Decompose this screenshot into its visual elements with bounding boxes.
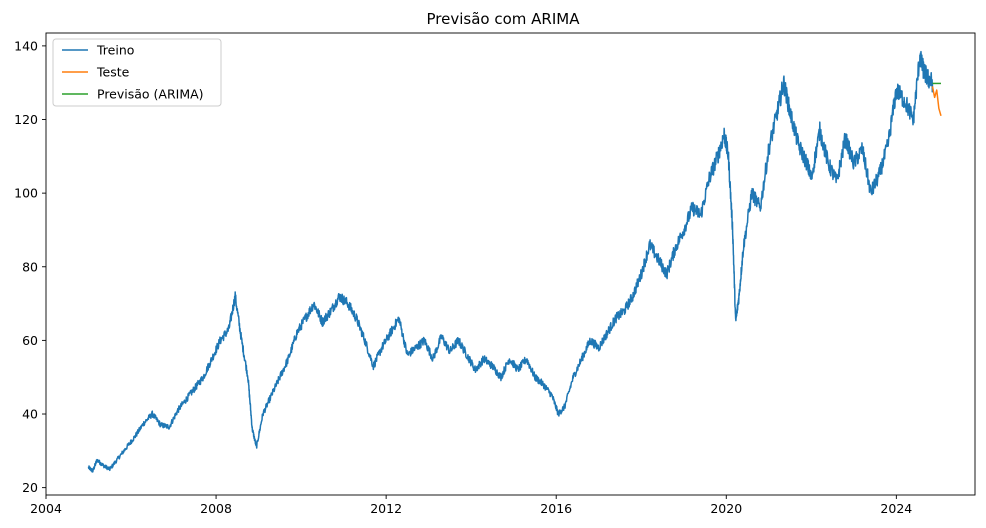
legend-label-1: Treino	[96, 43, 134, 58]
y-tick-label: 80	[22, 259, 38, 274]
legend: Treino Teste Previsão (ARIMA)	[52, 38, 222, 107]
series-line-2	[931, 86, 942, 117]
y-tick-label: 40	[22, 407, 38, 422]
x-tick-label: 2004	[30, 501, 62, 516]
plot-area	[46, 33, 975, 495]
series-line-1	[87, 50, 934, 473]
y-tick-label: 100	[14, 186, 38, 201]
y-axis: 20 40 60 80 100 120 140	[14, 38, 46, 495]
x-axis: 2004 2008 2012 2016 2020 2024	[30, 495, 912, 516]
legend-label-2: Teste	[96, 65, 130, 80]
x-tick-label: 2012	[370, 501, 402, 516]
chart-title: Previsão com ARIMA	[427, 10, 581, 28]
legend-box	[52, 38, 222, 107]
x-tick-label: 2020	[710, 501, 742, 516]
series-layer	[87, 50, 942, 473]
x-tick-label: 2008	[200, 501, 232, 516]
plot-frame	[45, 32, 976, 496]
y-tick-label: 20	[22, 480, 38, 495]
legend-label-3: Previsão (ARIMA)	[97, 87, 204, 102]
y-tick-label: 60	[22, 333, 38, 348]
y-tick-label: 140	[14, 38, 38, 53]
x-tick-label: 2024	[880, 501, 912, 516]
y-tick-label: 120	[14, 112, 38, 127]
x-tick-label: 2016	[540, 501, 572, 516]
